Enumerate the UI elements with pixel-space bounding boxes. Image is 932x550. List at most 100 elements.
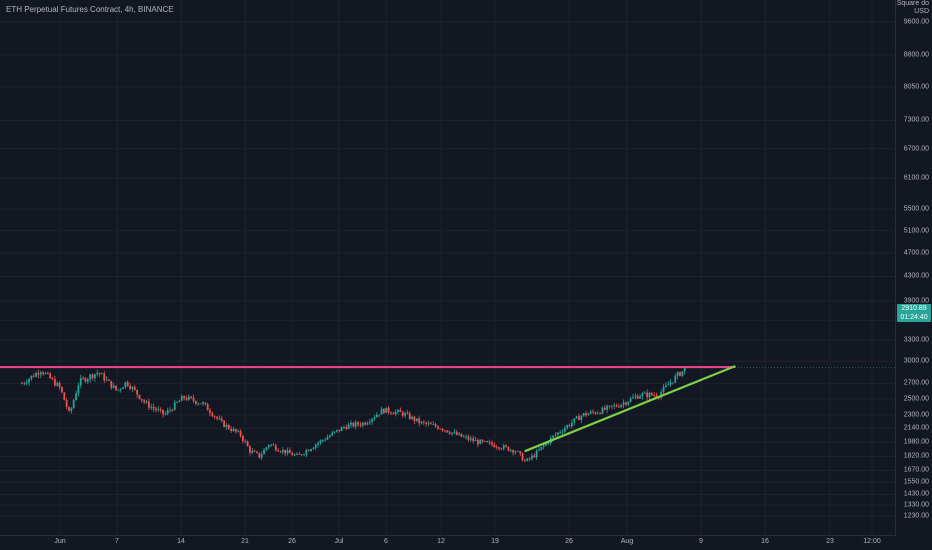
candle-body — [361, 422, 364, 426]
candle-body — [580, 415, 583, 421]
candle-body — [211, 413, 214, 417]
candle-body — [665, 385, 667, 387]
candle-body — [328, 435, 331, 438]
candle-body — [390, 412, 392, 414]
candle-body — [49, 373, 52, 379]
candle-body — [481, 439, 484, 442]
candle-body — [112, 385, 115, 388]
candle-body — [648, 392, 651, 398]
candle-body — [622, 402, 625, 405]
candle-body — [51, 378, 54, 380]
candle-body — [566, 425, 569, 429]
currency-label: USD — [914, 8, 929, 15]
candle-body — [608, 405, 611, 407]
candle-body — [479, 439, 482, 445]
price-tick-label: 5100.00 — [903, 227, 929, 235]
candle-body — [418, 418, 421, 424]
candle-body — [75, 393, 77, 401]
price-scale[interactable]: Square do USD 9600.00 8800.00 8050.00 7300.… — [895, 0, 932, 536]
candle-body — [392, 413, 395, 415]
chart-canvas[interactable] — [0, 0, 896, 536]
candle-body — [413, 416, 416, 422]
bar-countdown: 01:24:40 — [900, 314, 928, 321]
candle-body — [145, 401, 148, 403]
candle-body — [197, 403, 200, 405]
candle-body — [173, 402, 176, 410]
candle-body — [46, 373, 49, 374]
candle-body — [202, 402, 204, 404]
candle-body — [618, 406, 620, 408]
candle-body — [641, 393, 644, 397]
candle-body — [615, 405, 618, 407]
candle-body — [195, 401, 197, 404]
candle-body — [488, 442, 491, 443]
candle-body — [79, 378, 82, 386]
candle-body — [585, 413, 587, 416]
candle-body — [676, 372, 679, 376]
candle-body — [237, 431, 240, 432]
price-tick-label: 9600.00 — [903, 18, 929, 26]
candle-body — [552, 435, 554, 438]
candle-body — [230, 428, 233, 431]
candle-body — [399, 409, 402, 412]
candle-body — [516, 451, 519, 452]
candle-body — [119, 389, 122, 390]
candle-body — [63, 392, 66, 401]
candle-body — [662, 386, 665, 393]
candle-body — [65, 400, 68, 408]
candle-body — [148, 401, 150, 408]
candle-body — [387, 407, 390, 413]
candle-body — [526, 458, 529, 461]
candle-body — [578, 416, 580, 421]
candle-body — [350, 422, 352, 425]
candle-body — [672, 382, 674, 384]
candle-body — [643, 392, 646, 394]
candle-body — [267, 445, 270, 448]
candle-body — [592, 411, 594, 413]
scale-mode-label[interactable]: Square do USD — [897, 0, 929, 16]
candle-body — [394, 411, 397, 415]
candle-body — [636, 396, 639, 399]
candle-body — [291, 453, 294, 456]
price-tick-label: 4700.00 — [903, 249, 929, 257]
candle-body — [502, 445, 505, 449]
candle-body — [521, 453, 524, 461]
candle-body — [601, 407, 604, 414]
candle-body — [23, 383, 26, 385]
candle-body — [105, 379, 108, 381]
candle-body — [542, 445, 545, 447]
candle-body — [129, 385, 131, 389]
candle-body — [378, 414, 381, 416]
candle-body — [679, 372, 681, 376]
candle-body — [227, 424, 230, 429]
candle-body — [582, 413, 585, 416]
candle-body — [326, 437, 329, 440]
candle-body — [528, 458, 531, 460]
candle-body — [72, 400, 75, 409]
candle-body — [375, 414, 378, 418]
price-tick-label: 6700.00 — [903, 145, 929, 153]
candle-body — [213, 416, 216, 418]
time-scale[interactable]: Jun 7 14 21 26 Jul 6 12 19 26 Aug 9 16 23 12:00 — [0, 535, 896, 550]
trendline-line[interactable] — [524, 365, 736, 453]
symbol-legend-title[interactable]: ETH Perpetual Futures Contract, 4h, BINA… — [6, 5, 174, 14]
candle-body — [420, 421, 423, 424]
candle-body — [244, 440, 247, 442]
candle-body — [415, 418, 418, 422]
candle-body — [533, 455, 536, 458]
candle-body — [169, 409, 171, 411]
price-tick-label: 1330.00 — [903, 501, 929, 509]
candle-body — [373, 417, 376, 419]
candle-body — [512, 449, 515, 453]
candle-body — [422, 421, 425, 423]
candle-body — [209, 410, 211, 414]
candle-body — [274, 445, 277, 451]
candle-body — [653, 395, 656, 396]
candle-body — [96, 372, 99, 375]
candle-body — [21, 383, 23, 385]
candle-body — [176, 402, 178, 403]
candle-body — [674, 375, 677, 383]
candle-body — [460, 433, 463, 437]
candle-body — [606, 406, 609, 410]
